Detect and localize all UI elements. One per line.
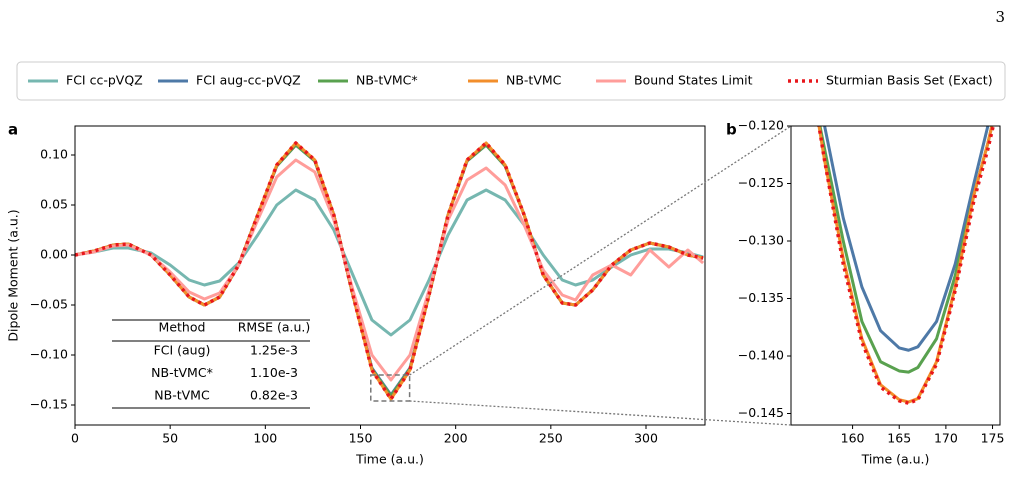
x-tick-label: 0 — [71, 431, 79, 446]
x-tick-label: 165 — [887, 431, 911, 446]
plot-frame — [74, 125, 706, 426]
legend-label: Sturmian Basis Set (Exact) — [826, 73, 993, 88]
panel-label: a — [8, 121, 18, 139]
plot-area — [75, 141, 705, 401]
series-line — [817, 126, 995, 405]
x-tick-label: 150 — [349, 431, 373, 446]
x-tick-label: 170 — [934, 431, 958, 446]
zoom-box — [370, 374, 411, 402]
zoom-connector — [409, 400, 792, 426]
y-tick-label: 0.05 — [40, 197, 68, 212]
x-axis-label: Time (a.u.) — [355, 452, 424, 467]
series-line — [818, 126, 994, 374]
x-tick-label: 50 — [162, 431, 178, 446]
legend-label: Bound States Limit — [634, 73, 753, 88]
x-tick-label: 175 — [981, 431, 1005, 446]
legend-box — [16, 61, 1006, 101]
page-number: 3 — [995, 8, 1005, 26]
series-line — [75, 141, 704, 401]
legend-label: NB-tVMC — [506, 73, 562, 88]
table-header: Method — [159, 320, 206, 335]
y-tick-label: −0.130 — [738, 233, 784, 248]
y-tick-label: −0.05 — [30, 297, 68, 312]
y-tick-label: −0.135 — [738, 290, 784, 305]
series-line — [75, 158, 705, 382]
legend-label: FCI cc-pVQZ — [66, 73, 143, 88]
table-cell: 1.10e-3 — [250, 365, 298, 380]
x-axis-label: Time (a.u.) — [861, 452, 930, 467]
legend-label: FCI aug-cc-pVQZ — [196, 73, 301, 88]
y-tick-label: −0.15 — [30, 397, 68, 412]
legend-label: NB-tVMC* — [356, 73, 418, 88]
panel-label: b — [726, 121, 737, 139]
table-cell: 0.82e-3 — [250, 388, 298, 403]
table-header: RMSE (a.u.) — [238, 320, 311, 335]
y-axis-label: Dipole Moment (a.u.) — [6, 209, 21, 341]
y-tick-label: −0.145 — [738, 405, 784, 420]
series-line — [817, 126, 994, 404]
x-tick-label: 200 — [444, 431, 468, 446]
y-tick-label: 0.10 — [40, 147, 68, 162]
y-tick-label: −0.125 — [738, 175, 784, 190]
plot-area — [817, 126, 995, 405]
series-line — [75, 188, 704, 337]
x-tick-label: 300 — [634, 431, 658, 446]
y-tick-label: 0.00 — [40, 247, 68, 262]
y-tick-label: −0.10 — [30, 347, 68, 362]
table-cell: NB-tVMC* — [151, 365, 213, 380]
series-line — [823, 126, 990, 352]
table-cell: NB-tVMC — [154, 388, 210, 403]
table-cell: 1.25e-3 — [250, 343, 298, 358]
x-tick-label: 160 — [841, 431, 865, 446]
x-tick-label: 100 — [253, 431, 277, 446]
y-tick-label: −0.140 — [738, 348, 784, 363]
table-cell: FCI (aug) — [154, 343, 211, 358]
y-tick-label: −0.120 — [738, 118, 784, 133]
plot-frame — [790, 125, 1001, 426]
x-tick-label: 250 — [539, 431, 563, 446]
